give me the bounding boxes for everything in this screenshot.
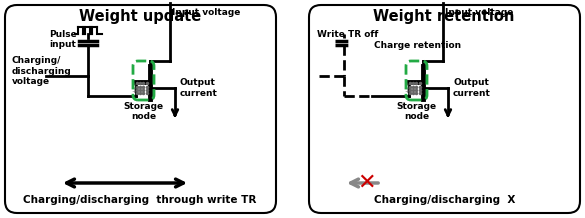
Text: Charging/
discharging
voltage: Charging/ discharging voltage: [12, 56, 72, 86]
Text: +: +: [132, 85, 137, 90]
Text: Storage
node: Storage node: [397, 102, 436, 121]
Text: Input voltage: Input voltage: [172, 8, 240, 17]
Text: +: +: [404, 85, 409, 90]
Text: +: +: [132, 82, 137, 87]
Text: Write TR off: Write TR off: [317, 30, 378, 39]
FancyBboxPatch shape: [5, 5, 276, 213]
Text: Weight retention: Weight retention: [373, 9, 515, 24]
Text: Storage
node: Storage node: [123, 102, 164, 121]
Text: Pulse
input: Pulse input: [49, 30, 77, 49]
Text: Charging/discharging  through write TR: Charging/discharging through write TR: [23, 195, 257, 205]
Text: Output
current: Output current: [180, 78, 218, 98]
Text: Input voltage: Input voltage: [445, 8, 514, 17]
Text: Weight update: Weight update: [79, 9, 201, 24]
FancyBboxPatch shape: [309, 5, 580, 213]
Text: +: +: [404, 90, 409, 94]
Text: Charging/discharging  X: Charging/discharging X: [374, 195, 515, 205]
Text: +: +: [404, 82, 409, 87]
Text: +: +: [132, 90, 137, 94]
Text: Output
current: Output current: [453, 78, 491, 98]
Text: ✕: ✕: [357, 173, 376, 193]
Text: Charge retention: Charge retention: [374, 41, 461, 50]
